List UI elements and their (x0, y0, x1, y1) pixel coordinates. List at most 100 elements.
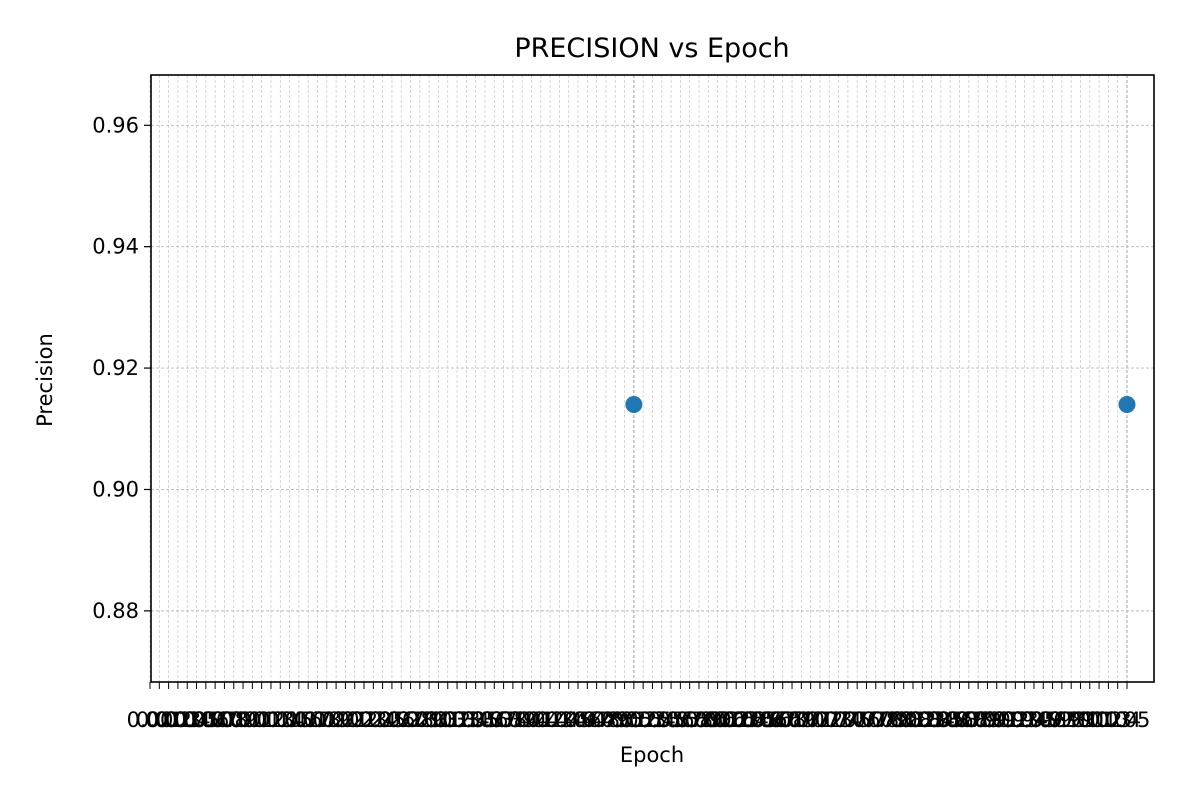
x-tick-label: 0.80 (871, 708, 918, 732)
x-tick-label: 0.00 (127, 708, 174, 732)
x-tick-label: 0.62 (704, 708, 751, 732)
x-tick-label: 0.27 (378, 708, 425, 732)
x-tick-label: 0.63 (713, 708, 760, 732)
x-tick-label: 0.43 (527, 708, 574, 732)
y-tick-label: 0.94 (92, 235, 139, 259)
x-tick-label: 0.98 (1038, 708, 1085, 732)
x-tick-label: 0.02 (145, 708, 192, 732)
data-point (1118, 396, 1136, 413)
x-tick-label: 0.88 (945, 708, 992, 732)
x-tick-label: 0.15 (266, 708, 313, 732)
x-tick-label: 0.35 (452, 708, 499, 732)
x-axis-ticks: 0.000.010.020.030.040.050.060.070.080.09… (127, 682, 1151, 732)
x-tick-label: 0.83 (899, 708, 946, 732)
x-tick-label: 0.56 (648, 708, 695, 732)
y-tick-label: 0.88 (92, 599, 139, 623)
x-tick-label: 0.12 (238, 708, 285, 732)
x-tick-label: 1.05 (1104, 708, 1151, 732)
x-tick-label: 0.03 (155, 708, 202, 732)
x-tick-label: 0.75 (824, 708, 871, 732)
x-tick-label: 0.65 (731, 708, 778, 732)
x-tick-label: 0.76 (834, 708, 881, 732)
x-tick-label: 0.30 (406, 708, 453, 732)
x-tick-label: 0.34 (443, 708, 490, 732)
x-tick-label: 0.32 (424, 708, 471, 732)
y-tick-label: 0.96 (92, 113, 139, 137)
x-tick-label: 0.99 (1048, 708, 1095, 732)
x-tick-label: 0.67 (750, 708, 797, 732)
x-tick-label: 0.18 (294, 708, 341, 732)
x-tick-label: 0.46 (555, 708, 602, 732)
x-tick-label: 0.24 (350, 708, 397, 732)
x-tick-label: 0.73 (806, 708, 853, 732)
x-tick-label: 1.03 (1085, 708, 1132, 732)
plot-frame (150, 74, 1155, 683)
x-tick-label: 0.97 (1029, 708, 1076, 732)
x-tick-label: 0.16 (275, 708, 322, 732)
x-tick-label: 0.47 (564, 708, 611, 732)
x-tick-label: 0.51 (601, 708, 648, 732)
x-tick-label: 0.71 (787, 708, 834, 732)
x-tick-label: 0.81 (880, 708, 927, 732)
x-tick-label: 0.70 (778, 708, 825, 732)
y-tick-label: 0.90 (92, 477, 139, 501)
x-tick-label: 0.10 (220, 708, 267, 732)
x-tick-label: 0.92 (983, 708, 1030, 732)
x-tick-label: 0.17 (285, 708, 332, 732)
x-tick-label: 0.64 (722, 708, 769, 732)
x-tick-label: 0.84 (908, 708, 955, 732)
x-tick-label: 0.85 (918, 708, 965, 732)
x-tick-label: 0.87 (936, 708, 983, 732)
x-tick-label: 0.08 (201, 708, 248, 732)
x-tick-label: 0.13 (248, 708, 295, 732)
x-tick-label: 0.44 (536, 708, 583, 732)
x-tick-label: 0.61 (694, 708, 741, 732)
x-tick-label: 0.66 (741, 708, 788, 732)
x-tick-label: 0.07 (192, 708, 239, 732)
x-tick-label: 0.04 (164, 708, 211, 732)
x-tick-label: 0.49 (583, 708, 630, 732)
x-tick-label: 0.50 (592, 708, 639, 732)
x-tick-label: 0.26 (369, 708, 416, 732)
x-tick-label: 0.74 (815, 708, 862, 732)
x-tick-label: 0.86 (927, 708, 974, 732)
x-tick-label: 0.39 (490, 708, 537, 732)
x-tick-label: 0.29 (396, 708, 443, 732)
x-tick-label: 0.96 (1020, 708, 1067, 732)
y-axis-label: Precision (33, 333, 57, 427)
x-tick-label: 0.38 (480, 708, 527, 732)
x-axis-label: Epoch (620, 743, 684, 767)
x-tick-label: 0.22 (331, 708, 378, 732)
x-tick-label: 0.20 (313, 708, 360, 732)
x-tick-label: 0.54 (629, 708, 676, 732)
x-tick-label: 0.77 (843, 708, 890, 732)
x-tick-label: 0.53 (620, 708, 667, 732)
x-tick-label: 0.40 (499, 708, 546, 732)
x-tick-label: 0.42 (517, 708, 564, 732)
x-tick-label: 0.11 (229, 708, 276, 732)
grid-lines (149, 75, 1154, 682)
x-tick-label: 1.00 (1057, 708, 1104, 732)
x-tick-label: 0.41 (508, 708, 555, 732)
x-tick-label: 0.94 (1001, 708, 1048, 732)
x-tick-label: 0.69 (769, 708, 816, 732)
x-tick-label: 0.19 (303, 708, 350, 732)
x-tick-label: 0.52 (610, 708, 657, 732)
x-tick-label: 0.55 (638, 708, 685, 732)
x-tick-label: 0.01 (136, 708, 183, 732)
x-tick-label: 0.89 (955, 708, 1002, 732)
x-tick-label: 0.06 (182, 708, 229, 732)
x-tick-label: 0.09 (210, 708, 257, 732)
x-tick-label: 0.05 (173, 708, 220, 732)
data-point (625, 396, 643, 413)
x-tick-label: 0.79 (862, 708, 909, 732)
x-tick-label: 0.28 (387, 708, 434, 732)
x-tick-label: 0.90 (964, 708, 1011, 732)
x-tick-label: 0.45 (545, 708, 592, 732)
y-tick-label: 0.92 (92, 356, 139, 380)
x-tick-label: 0.36 (462, 708, 509, 732)
y-axis-ticks: 0.88 0.90 0.92 0.94 0.96 (92, 113, 151, 623)
x-tick-label: 1.01 (1066, 708, 1113, 732)
x-tick-label: 0.59 (676, 708, 723, 732)
